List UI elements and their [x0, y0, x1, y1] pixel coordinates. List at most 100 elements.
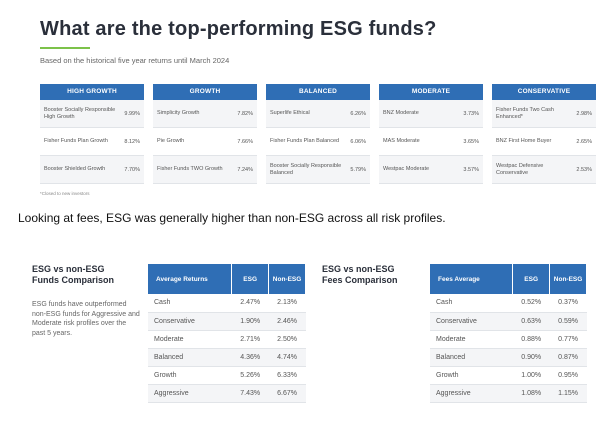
returns-title-line1: ESG vs non-ESG	[32, 264, 105, 274]
fund-name: Fisher Funds Plan Balanced	[270, 138, 340, 144]
fund-column-moderate: MODERATE BNZ Moderate 3.73% MAS Moderate 3…	[379, 84, 483, 184]
fund-return: 8.12%	[124, 138, 140, 145]
fund-row: Fisher Funds TWO Growth 7.24%	[153, 156, 257, 184]
page-title: What are the top-performing ESG funds?	[40, 18, 437, 40]
fund-row: Fisher Funds Plan Growth 8.12%	[40, 128, 144, 156]
col-header-non-esg: Non-ESG	[549, 264, 587, 294]
fund-name: BNZ First Home Buyer	[496, 138, 552, 144]
esg-value: 5.26%	[231, 366, 269, 385]
fund-return: 3.65%	[463, 138, 479, 145]
fund-row: Booster Socially Responsible Balanced 5.7…	[266, 156, 370, 184]
fund-row: MAS Moderate 3.65%	[379, 128, 483, 156]
col-header-non-esg: Non-ESG	[268, 264, 306, 294]
fund-name: MAS Moderate	[383, 138, 420, 144]
risk-profile: Cash	[430, 294, 513, 313]
fund-column-header: CONSERVATIVE	[492, 84, 596, 100]
non-esg-value: 4.74%	[268, 348, 306, 367]
table-row: Moderate 2.71% 2.50%	[148, 330, 306, 349]
non-esg-value: 0.59%	[549, 312, 587, 331]
esg-value: 0.88%	[512, 330, 550, 349]
fund-column-header: BALANCED	[266, 84, 370, 100]
fund-column-high-growth: HIGH GROWTH Booster Socially Responsible…	[40, 84, 144, 184]
fund-return: 7.24%	[237, 166, 253, 173]
non-esg-value: 2.46%	[268, 312, 306, 331]
fund-column-conservative: CONSERVATIVE Fisher Funds Two Cash Enhan…	[492, 84, 596, 184]
page-subtitle: Based on the historical five year return…	[40, 56, 230, 65]
esg-value: 0.52%	[512, 294, 550, 313]
non-esg-value: 0.95%	[549, 366, 587, 385]
table-row: Balanced 0.90% 0.87%	[430, 348, 587, 367]
fund-column-balanced: BALANCED Superlife Ethical 6.26% Fisher F…	[266, 84, 370, 184]
fund-column-header: HIGH GROWTH	[40, 84, 144, 100]
non-esg-value: 0.87%	[549, 348, 587, 367]
fees-title-line1: ESG vs non-ESG	[322, 264, 395, 274]
fees-summary-text: Looking at fees, ESG was generally highe…	[18, 211, 446, 225]
fund-return: 2.98%	[576, 110, 592, 117]
fund-return: 7.66%	[237, 138, 253, 145]
fund-return: 6.26%	[350, 110, 366, 117]
esg-value: 1.08%	[512, 384, 550, 403]
fund-name: Superlife Ethical	[270, 110, 310, 116]
fund-row: BNZ First Home Buyer 2.65%	[492, 128, 596, 156]
risk-profile: Aggressive	[430, 384, 513, 403]
risk-profile: Moderate	[430, 330, 513, 349]
risk-profile: Aggressive	[148, 384, 232, 403]
table-row: Cash 0.52% 0.37%	[430, 294, 587, 313]
table-header-row: Average Returns ESG Non-ESG	[148, 264, 306, 294]
fund-name: Fisher Funds Plan Growth	[44, 138, 108, 144]
table-row: Growth 5.26% 6.33%	[148, 366, 306, 385]
fees-comparison-table: Fees Average ESG Non-ESG Cash 0.52% 0.37% …	[430, 264, 587, 403]
esg-funds-infographic: What are the top-performing ESG funds? B…	[0, 0, 600, 205]
table-row: Moderate 0.88% 0.77%	[430, 330, 587, 349]
title-underline	[40, 47, 90, 49]
fund-row: Simplicity Growth 7.82%	[153, 100, 257, 128]
fund-row: Superlife Ethical 6.26%	[266, 100, 370, 128]
col-header-esg: ESG	[231, 264, 270, 294]
returns-title-line2: Funds Comparison	[32, 275, 115, 285]
non-esg-value: 0.37%	[549, 294, 587, 313]
risk-profile: Balanced	[148, 348, 232, 367]
fees-section-title: ESG vs non-ESG Fees Comparison	[322, 264, 398, 286]
esg-value: 7.43%	[231, 384, 269, 403]
risk-profile: Conservative	[430, 312, 513, 331]
fund-return: 3.73%	[463, 110, 479, 117]
esg-value: 4.36%	[231, 348, 269, 367]
table-row: Conservative 1.90% 2.46%	[148, 312, 306, 331]
risk-profile: Balanced	[430, 348, 513, 367]
non-esg-value: 2.13%	[268, 294, 306, 313]
col-header-esg: ESG	[512, 264, 551, 294]
risk-profile: Cash	[148, 294, 232, 313]
fund-row: Booster Socially Responsible High Growth…	[40, 100, 144, 128]
fund-row: Westpac Defensive Conservative 2.53%	[492, 156, 596, 184]
fund-return: 7.82%	[237, 110, 253, 117]
table-row: Aggressive 7.43% 6.67%	[148, 384, 306, 403]
non-esg-value: 1.15%	[549, 384, 587, 403]
col-header-average-returns: Average Returns	[148, 264, 233, 294]
fund-return: 9.99%	[124, 110, 140, 117]
fund-return: 6.06%	[350, 138, 366, 145]
esg-value: 2.71%	[231, 330, 269, 349]
table-row: Cash 2.47% 2.13%	[148, 294, 306, 313]
fund-return: 2.53%	[576, 166, 592, 173]
fund-column-header: GROWTH	[153, 84, 257, 100]
fund-name: Fisher Funds TWO Growth	[157, 166, 223, 172]
non-esg-value: 6.33%	[268, 366, 306, 385]
fund-row: Westpac Moderate 3.57%	[379, 156, 483, 184]
esg-value: 0.63%	[512, 312, 550, 331]
fund-return: 2.65%	[576, 138, 592, 145]
fund-name: Booster Shielded Growth	[44, 166, 106, 172]
returns-section-description: ESG funds have outperformed non-ESG fund…	[32, 301, 140, 337]
fund-name: Westpac Moderate	[383, 166, 430, 172]
non-esg-value: 0.77%	[549, 330, 587, 349]
fund-row: Fisher Funds Two Cash Enhanced* 2.98%	[492, 100, 596, 128]
esg-value: 0.90%	[512, 348, 550, 367]
fund-name: Westpac Defensive Conservative	[496, 162, 544, 176]
fund-row: Fisher Funds Plan Balanced 6.06%	[266, 128, 370, 156]
fund-return: 3.57%	[463, 166, 479, 173]
fund-name: Booster Socially Responsible High Growth	[44, 106, 116, 120]
table-row: Conservative 0.63% 0.59%	[430, 312, 587, 331]
fund-row: Booster Shielded Growth 7.70%	[40, 156, 144, 184]
fees-title-line2: Fees Comparison	[322, 275, 398, 285]
table-header-row: Fees Average ESG Non-ESG	[430, 264, 587, 294]
risk-profile: Growth	[148, 366, 232, 385]
